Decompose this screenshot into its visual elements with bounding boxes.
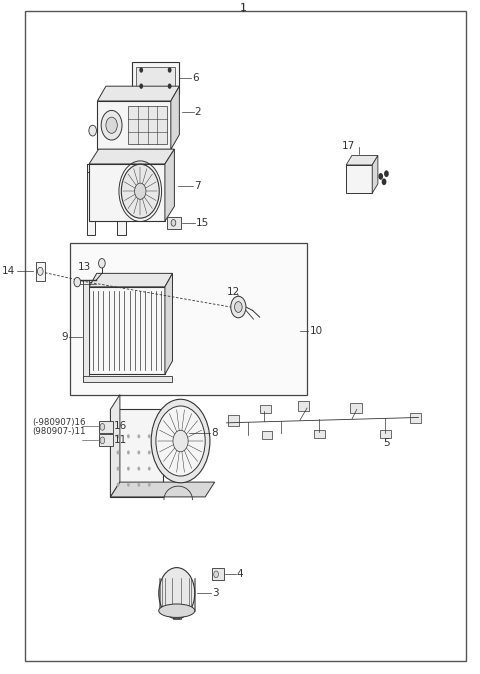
- Circle shape: [100, 437, 105, 443]
- Bar: [87, 164, 121, 172]
- Text: 8: 8: [211, 428, 217, 438]
- Text: 4: 4: [237, 570, 243, 580]
- Bar: [167, 218, 181, 229]
- Circle shape: [151, 399, 210, 483]
- Bar: [117, 164, 126, 235]
- Circle shape: [137, 483, 140, 487]
- Polygon shape: [165, 274, 172, 374]
- Bar: [89, 164, 165, 221]
- Circle shape: [382, 179, 386, 185]
- Polygon shape: [165, 149, 174, 221]
- Bar: [70, 243, 307, 394]
- Text: 3: 3: [212, 588, 219, 599]
- Polygon shape: [97, 86, 180, 101]
- Circle shape: [100, 423, 105, 430]
- Circle shape: [117, 466, 120, 470]
- Circle shape: [148, 434, 151, 438]
- Circle shape: [137, 434, 140, 438]
- Text: 6: 6: [192, 73, 199, 83]
- Text: 1: 1: [240, 3, 247, 13]
- Bar: [84, 375, 172, 382]
- Bar: [350, 403, 361, 412]
- Circle shape: [148, 483, 151, 487]
- Bar: [173, 612, 180, 619]
- Circle shape: [106, 117, 117, 133]
- Bar: [89, 287, 165, 374]
- Polygon shape: [110, 482, 215, 497]
- Circle shape: [148, 466, 151, 470]
- Bar: [298, 401, 310, 410]
- Bar: [98, 434, 113, 446]
- Polygon shape: [346, 156, 378, 165]
- Circle shape: [139, 67, 143, 73]
- Circle shape: [159, 568, 195, 619]
- Text: 14: 14: [2, 266, 15, 276]
- Bar: [410, 413, 421, 423]
- Text: 5: 5: [383, 438, 389, 448]
- Circle shape: [89, 125, 96, 136]
- Polygon shape: [372, 156, 378, 193]
- Bar: [228, 415, 240, 425]
- Circle shape: [235, 302, 242, 313]
- Circle shape: [156, 406, 205, 476]
- Circle shape: [168, 67, 171, 73]
- Circle shape: [127, 466, 130, 470]
- Circle shape: [137, 450, 140, 454]
- Text: 13: 13: [78, 262, 92, 272]
- Circle shape: [137, 466, 140, 470]
- Text: 16: 16: [114, 421, 128, 431]
- Bar: [87, 164, 95, 235]
- Bar: [135, 67, 175, 90]
- Circle shape: [117, 483, 120, 487]
- Circle shape: [37, 268, 43, 276]
- Polygon shape: [110, 394, 120, 497]
- Text: 17: 17: [342, 141, 355, 151]
- Text: 7: 7: [194, 181, 201, 191]
- Circle shape: [121, 164, 159, 218]
- Bar: [260, 404, 271, 412]
- Bar: [36, 262, 45, 281]
- Text: (980907-)11: (980907-)11: [32, 427, 86, 436]
- Polygon shape: [171, 86, 180, 150]
- Bar: [381, 429, 391, 437]
- Circle shape: [214, 571, 218, 578]
- Bar: [314, 429, 324, 437]
- Circle shape: [173, 430, 188, 452]
- Circle shape: [134, 183, 146, 200]
- Bar: [98, 421, 113, 433]
- Circle shape: [117, 450, 120, 454]
- Bar: [84, 280, 89, 381]
- Text: 10: 10: [310, 326, 323, 336]
- Bar: [110, 409, 163, 497]
- Bar: [346, 165, 372, 193]
- Text: 12: 12: [227, 287, 240, 297]
- Circle shape: [101, 111, 122, 140]
- Circle shape: [231, 297, 246, 318]
- Circle shape: [98, 259, 105, 268]
- Circle shape: [168, 84, 171, 89]
- Bar: [128, 106, 167, 144]
- Polygon shape: [89, 149, 174, 164]
- Circle shape: [117, 434, 120, 438]
- Circle shape: [127, 483, 130, 487]
- Text: 2: 2: [194, 106, 201, 117]
- Text: 15: 15: [196, 218, 209, 228]
- Circle shape: [384, 171, 389, 177]
- Circle shape: [378, 173, 383, 180]
- Bar: [262, 431, 273, 439]
- Text: (-980907)16: (-980907)16: [32, 418, 86, 427]
- Circle shape: [74, 278, 81, 287]
- Text: 11: 11: [114, 435, 128, 445]
- Circle shape: [127, 434, 130, 438]
- Bar: [97, 101, 171, 150]
- Circle shape: [127, 450, 130, 454]
- Circle shape: [139, 84, 143, 89]
- Text: 9: 9: [61, 332, 68, 342]
- Bar: [132, 62, 179, 94]
- Circle shape: [148, 450, 151, 454]
- Ellipse shape: [159, 604, 195, 617]
- Circle shape: [171, 220, 176, 226]
- Bar: [212, 568, 224, 580]
- Polygon shape: [89, 274, 172, 287]
